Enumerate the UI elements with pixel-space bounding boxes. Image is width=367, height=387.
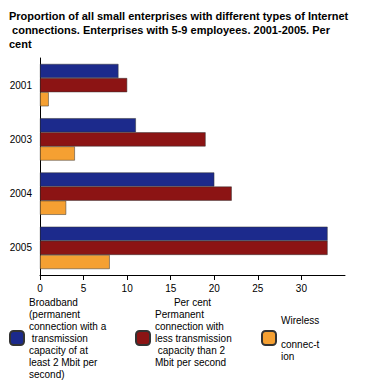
svg-text:15: 15 [165, 283, 177, 294]
svg-text:connec-t: connec-t [281, 339, 320, 350]
svg-text:second): second) [29, 369, 65, 380]
svg-text:cent: cent [9, 38, 32, 50]
svg-text:connection with: connection with [155, 321, 227, 332]
svg-text:Per cent: Per cent [174, 297, 211, 308]
svg-text:Proportion of all small enterp: Proportion of all small enterprises with… [9, 10, 349, 22]
svg-text:connections. Enterprises with: connections. Enterprises with 5-9 employ… [9, 24, 333, 36]
svg-text:25: 25 [252, 283, 264, 294]
svg-text:0: 0 [37, 283, 43, 294]
svg-text:2004: 2004 [10, 188, 33, 199]
svg-text:2003: 2003 [10, 134, 33, 145]
svg-text:30: 30 [296, 283, 308, 294]
svg-text:5: 5 [81, 283, 87, 294]
svg-text:10: 10 [122, 283, 134, 294]
svg-text:Permanent: Permanent [155, 309, 207, 320]
svg-text:Mbit per second: Mbit per second [155, 357, 226, 368]
svg-text:transmission: transmission [29, 333, 91, 344]
svg-text:2001: 2001 [10, 80, 33, 91]
svg-text:Broadband: Broadband [29, 297, 81, 308]
svg-text:ion: ion [281, 351, 294, 362]
svg-text:least 2 Mbit per: least 2 Mbit per [29, 357, 100, 368]
svg-text:capacity of at: capacity of at [29, 345, 91, 356]
svg-text:Wireless: Wireless [281, 315, 319, 326]
svg-text:less transmission: less transmission [155, 333, 232, 344]
svg-text:capacity than 2: capacity than 2 [155, 345, 228, 356]
svg-text:connection with a: connection with a [29, 321, 107, 332]
svg-text:2005: 2005 [10, 242, 33, 253]
svg-text:20: 20 [209, 283, 221, 294]
svg-text:(permanent: (permanent [29, 309, 83, 320]
